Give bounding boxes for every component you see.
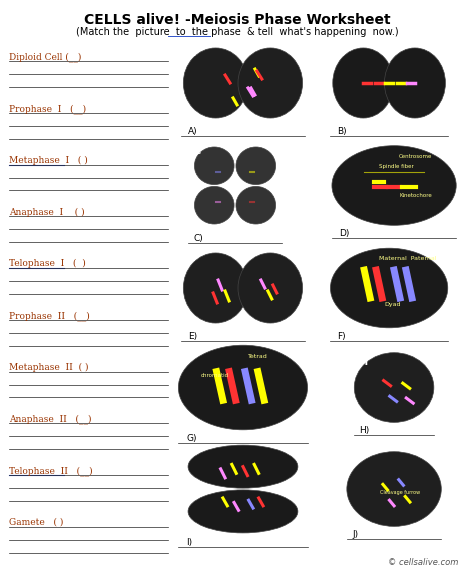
Text: E): E)	[188, 332, 197, 341]
Text: Centrosome: Centrosome	[399, 154, 432, 158]
Text: B): B)	[337, 127, 347, 136]
Text: E: E	[188, 253, 195, 263]
Ellipse shape	[347, 452, 441, 526]
Ellipse shape	[354, 353, 434, 422]
Text: F): F)	[337, 332, 346, 341]
Ellipse shape	[330, 248, 448, 328]
Ellipse shape	[238, 48, 302, 118]
Ellipse shape	[183, 253, 248, 323]
Text: Telophase  II   (__): Telophase II (__)	[9, 466, 93, 476]
Text: Gamete   ( ): Gamete ( )	[9, 518, 64, 527]
Text: (Match the  picture  to  the phase  & tell  what's happening  now.): (Match the picture to the phase & tell w…	[76, 27, 398, 37]
Text: D: D	[339, 150, 347, 161]
Text: Dyad: Dyad	[384, 302, 401, 307]
Ellipse shape	[236, 147, 275, 184]
Text: Diploid Cell (__): Diploid Cell (__)	[9, 52, 82, 62]
Ellipse shape	[188, 490, 298, 533]
Text: CELLS alive! -Meiosis Phase Worksheet: CELLS alive! -Meiosis Phase Worksheet	[84, 13, 390, 27]
Text: Tetrad: Tetrad	[248, 354, 268, 359]
Text: Anaphase  I    ( ): Anaphase I ( )	[9, 207, 85, 217]
Text: Prophase  II   (__): Prophase II (__)	[9, 311, 90, 321]
Text: I: I	[186, 450, 190, 460]
Text: Prophase  I   (__): Prophase I (__)	[9, 104, 86, 113]
Text: Anaphase  II   (__): Anaphase II (__)	[9, 414, 92, 424]
Text: F: F	[337, 253, 344, 263]
Text: C): C)	[193, 234, 203, 243]
Text: chromatid: chromatid	[201, 373, 229, 378]
Ellipse shape	[384, 48, 446, 118]
Text: I): I)	[186, 538, 192, 547]
Ellipse shape	[183, 48, 248, 118]
Text: Metaphase  I   ( ): Metaphase I ( )	[9, 156, 88, 165]
Text: H: H	[359, 357, 367, 367]
Ellipse shape	[178, 345, 308, 430]
Text: Spindle fiber: Spindle fiber	[379, 164, 414, 169]
Text: B: B	[337, 48, 345, 58]
Text: J): J)	[353, 530, 359, 539]
Ellipse shape	[194, 147, 234, 184]
Ellipse shape	[333, 48, 394, 118]
Ellipse shape	[236, 187, 275, 224]
Text: G: G	[186, 350, 194, 361]
Text: © cellsalive.com: © cellsalive.com	[388, 558, 459, 567]
Text: G): G)	[186, 434, 197, 443]
Text: Maternal  Paternal: Maternal Paternal	[379, 256, 437, 261]
Text: A): A)	[188, 127, 198, 136]
Ellipse shape	[238, 253, 302, 323]
Text: D): D)	[339, 229, 350, 238]
Text: A: A	[188, 48, 196, 58]
Text: J: J	[353, 456, 356, 466]
Text: H): H)	[359, 426, 369, 435]
Text: Metaphase  II  ( ): Metaphase II ( )	[9, 363, 89, 372]
Ellipse shape	[332, 146, 456, 225]
Text: Cleavage furrow: Cleavage furrow	[380, 490, 420, 495]
Text: Kinetochore: Kinetochore	[399, 194, 432, 199]
Text: C: C	[193, 146, 201, 156]
Text: Telophase  I   (  ): Telophase I ( )	[9, 259, 86, 268]
Ellipse shape	[188, 445, 298, 488]
Ellipse shape	[194, 187, 234, 224]
